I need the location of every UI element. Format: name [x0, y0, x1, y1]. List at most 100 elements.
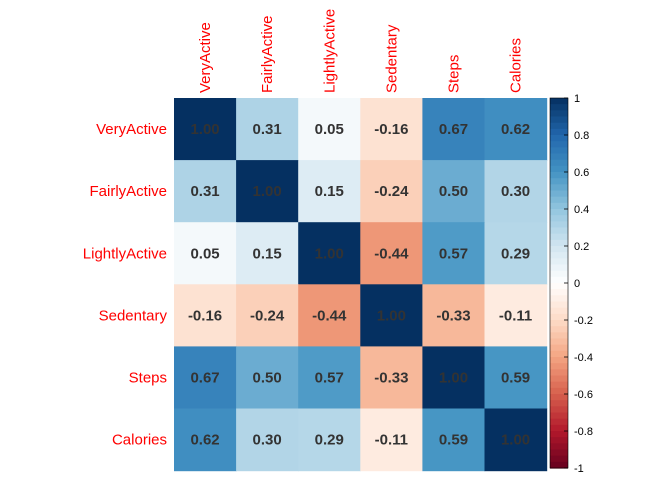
row-label: Calories	[112, 432, 167, 449]
colorbar-segment	[550, 400, 568, 407]
heatmap-cell	[422, 284, 486, 347]
heatmap-cell	[484, 284, 548, 347]
colorbar-segment	[550, 98, 568, 105]
colorbar-segment	[550, 338, 568, 346]
colorbar-segment	[550, 387, 568, 395]
cell-value-label: 0.59	[501, 369, 530, 386]
colorbar-segment	[550, 128, 568, 136]
colorbar-segment	[550, 227, 568, 235]
cell-value-label: 0.57	[439, 245, 468, 262]
cell-value-label: 0.15	[315, 183, 344, 200]
cell-value-label: 0.67	[439, 121, 468, 138]
colorbar-segment	[550, 283, 568, 290]
column-label: Steps	[445, 55, 462, 93]
heatmap-cell	[422, 346, 486, 410]
heatmap-cell	[360, 346, 423, 410]
colorbar-segment	[550, 258, 568, 266]
cell-value-label: 0.29	[501, 245, 530, 262]
colorbar-segment	[550, 178, 568, 185]
cell-value-label: -0.16	[188, 307, 222, 324]
heatmap-cell	[236, 284, 299, 347]
colorbar-tick-label: 0.2	[574, 241, 589, 253]
heatmap-cell	[298, 160, 361, 223]
heatmap-cell	[360, 408, 423, 472]
cell-value-label: -0.44	[374, 245, 409, 262]
column-label: FairlyActive	[259, 15, 276, 93]
row-label: Sedentary	[99, 307, 168, 324]
colorbar-segment	[550, 307, 568, 315]
cell-value-label: 0.62	[190, 432, 219, 449]
row-label: FairlyActive	[89, 183, 167, 200]
heatmap-cell	[422, 408, 486, 472]
heatmap-cell	[360, 222, 423, 285]
cell-value-label: 0.15	[253, 245, 282, 262]
colorbar-segment	[550, 375, 568, 383]
cell-value-label: 0.30	[253, 432, 282, 449]
heatmap-cell	[484, 408, 548, 472]
colorbar-segment	[550, 295, 568, 303]
colorbar-segment	[550, 313, 568, 321]
colorbar-segment	[550, 381, 568, 389]
column-label: Calories	[508, 38, 525, 93]
colorbar-segment	[550, 184, 568, 192]
heatmap-cell	[484, 98, 548, 161]
colorbar-segment	[550, 455, 568, 463]
colorbar-segment	[550, 239, 568, 247]
colorbar-segment	[550, 431, 568, 438]
row-label: LightlyActive	[83, 245, 167, 262]
colorbar-segment	[550, 165, 568, 173]
heatmap-cell	[298, 346, 361, 410]
cell-value-label: 1.00	[501, 432, 530, 449]
colorbar-segment	[550, 209, 568, 216]
cell-value-label: 0.05	[315, 121, 344, 138]
colorbar-segment	[550, 122, 568, 130]
colorbar-segment	[550, 412, 568, 420]
heatmap-cell	[236, 222, 299, 285]
cell-value-label: 0.50	[253, 369, 282, 386]
heatmap-cell	[298, 284, 361, 347]
colorbar-segment	[550, 135, 568, 142]
heatmap-cell	[174, 346, 237, 410]
cell-value-label: 1.00	[439, 369, 468, 386]
colorbar-segment	[550, 141, 568, 148]
cell-value-label: 1.00	[315, 245, 344, 262]
cell-value-label: -0.33	[436, 307, 470, 324]
colorbar-segment	[550, 233, 568, 241]
cell-value-label: -0.44	[312, 307, 347, 324]
cell-value-label: 0.62	[501, 121, 530, 138]
colorbar-segment	[550, 116, 568, 124]
colorbar-segment	[550, 301, 568, 309]
cell-value-label: 0.50	[439, 183, 468, 200]
colorbar-segment	[550, 437, 568, 444]
colorbar-segment	[550, 276, 568, 284]
heatmap-cell	[422, 222, 486, 285]
colorbar-tick-label: -1	[574, 463, 584, 475]
cell-value-label: -0.11	[375, 432, 408, 449]
heatmap-cell	[236, 160, 299, 223]
colorbar-tick-label: -0.4	[574, 352, 593, 364]
colorbar-tick-label: 1	[574, 93, 580, 105]
heatmap-cell	[174, 408, 237, 472]
colorbar-segment	[550, 221, 568, 229]
heatmap-cell	[236, 408, 299, 472]
colorbar-segment	[550, 406, 568, 414]
heatmap-cell	[360, 160, 423, 223]
colorbar-tick-label: 0.8	[574, 130, 589, 142]
cell-value-label: 0.31	[190, 183, 219, 200]
cell-value-label: 1.00	[253, 183, 282, 200]
cell-value-label: 1.00	[190, 121, 219, 138]
cell-value-label: -0.16	[374, 121, 408, 138]
colorbar-segment	[550, 196, 568, 204]
colorbar-segment	[550, 418, 568, 426]
column-label: VeryActive	[197, 22, 214, 93]
colorbar-segment	[550, 326, 568, 333]
colorbar-tick-label: 0.6	[574, 167, 589, 179]
colorbar-tick-label: -0.8	[574, 426, 593, 438]
heatmap-cell	[484, 222, 548, 285]
heatmap-cell	[236, 346, 299, 410]
heatmap-cell	[360, 284, 423, 347]
colorbar-segment	[550, 215, 568, 222]
colorbar-tick-label: 0.4	[574, 204, 589, 216]
